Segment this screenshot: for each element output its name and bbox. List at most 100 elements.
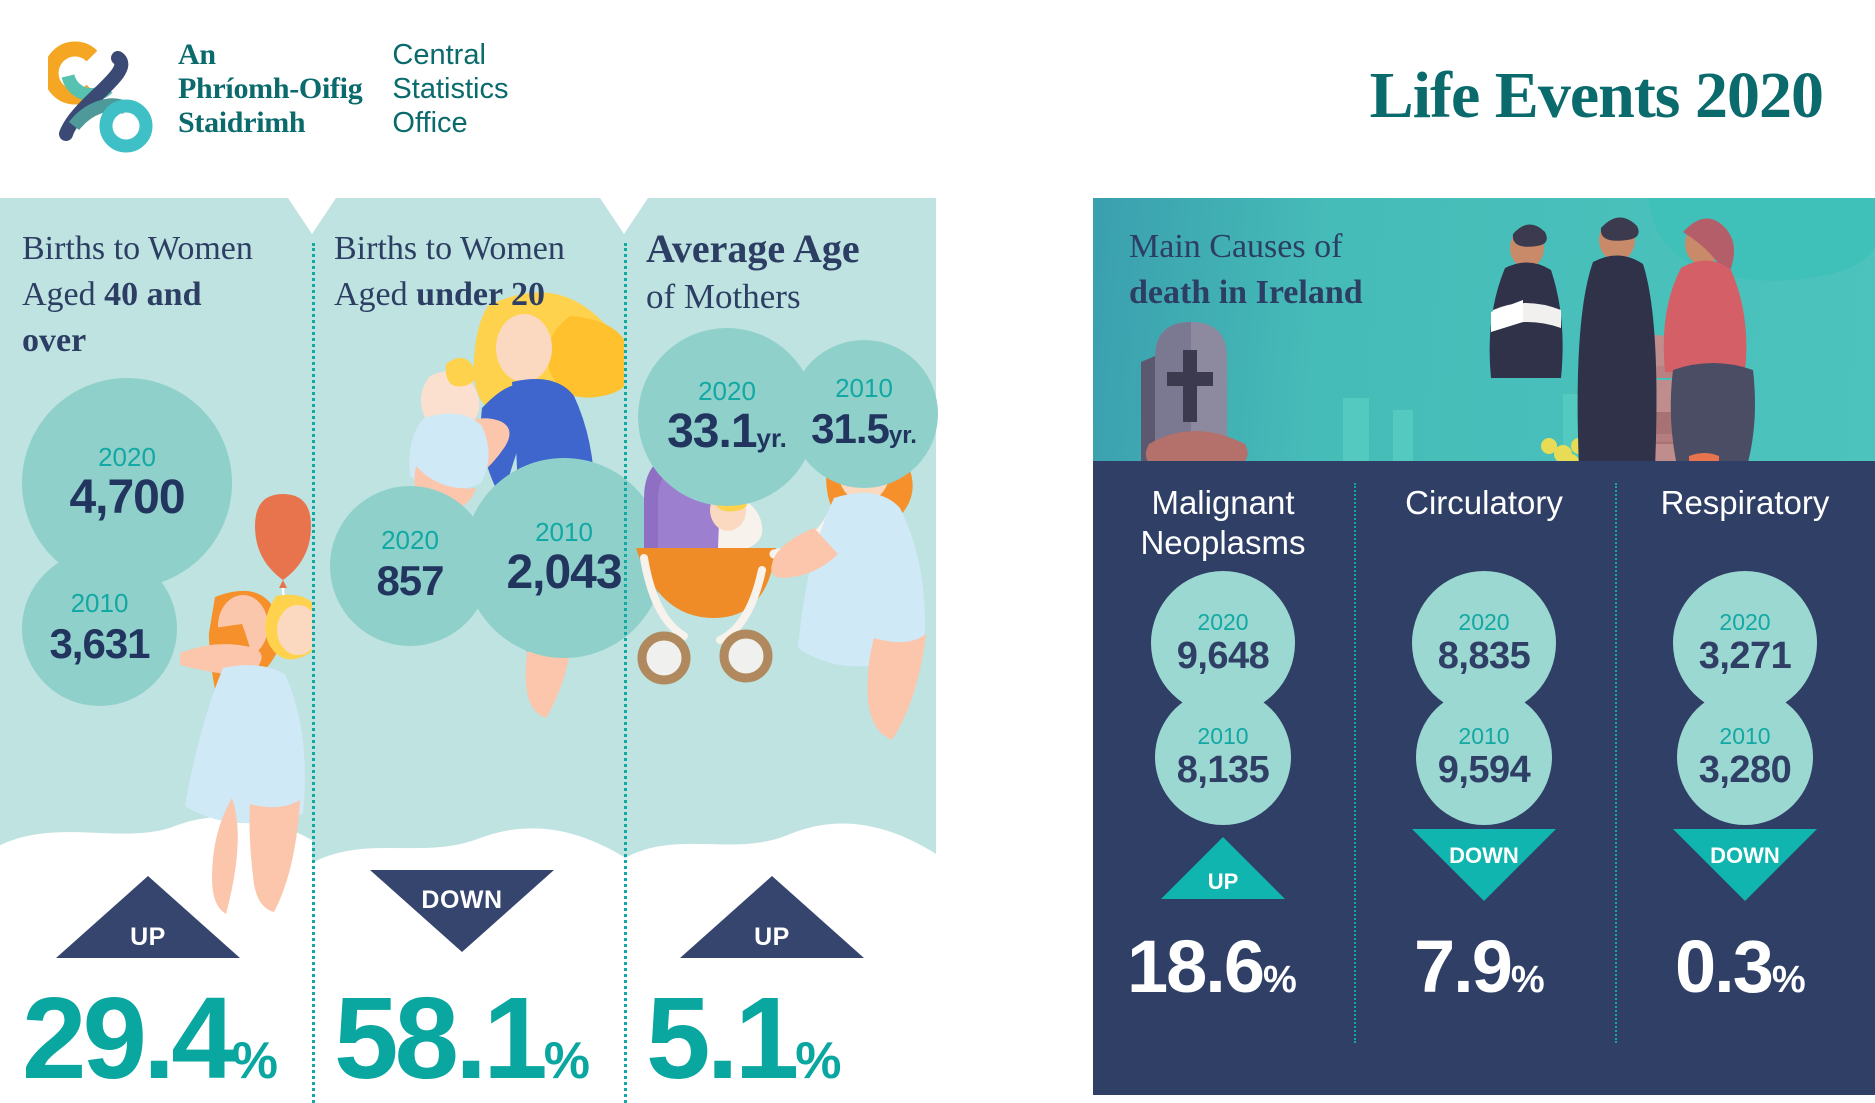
cause-3-value-2020: 3,271	[1698, 635, 1792, 677]
deaths-section: Main Causes of death in Ireland Malignan…	[1093, 198, 1875, 1095]
panel-3-circle-2010: 2010 31.5 yr.	[790, 340, 938, 488]
cause-respiratory: Respiratory 2020 3,271 2010 3,280 DOWN 0…	[1615, 461, 1875, 1095]
panel-3-title: Average Age of Mothers	[646, 226, 928, 320]
cause-2-pct-value: 7.9	[1414, 925, 1513, 1008]
panel-1-circle-2020: 2020 4,700	[22, 378, 232, 588]
cause-3-label: Respiratory	[1615, 483, 1875, 523]
cause-3-year-2020: 2020	[1719, 609, 1771, 635]
cso-logo: An Phríomh-Oifig Staidrimh Central Stati…	[48, 38, 508, 158]
panel-3-percentage: 5.1 %	[646, 973, 842, 1103]
panel-divider-2	[624, 243, 627, 1103]
page-header: An Phríomh-Oifig Staidrimh Central Stati…	[0, 0, 1875, 200]
cause-2-year-2020: 2020	[1458, 609, 1510, 635]
panel-2-circle-2020: 2020 857	[330, 486, 490, 646]
cross-icon	[1167, 350, 1213, 422]
deaths-title-plain: Main Causes of	[1129, 228, 1343, 265]
causes-grid: Malignant Neoplasms 2020 9,648 2010 8,13…	[1093, 461, 1875, 1095]
panel-2-value-2020: 857	[376, 557, 444, 604]
panel-3-title-plain: of Mothers	[646, 277, 801, 316]
panel-3-unit-2010: yr.	[888, 422, 917, 449]
cause-1-circle-2010: 2010 8,135	[1155, 689, 1291, 825]
cause-3-label-line1: Respiratory	[1660, 484, 1830, 521]
cause-2-circle-2010: 2010 9,594	[1416, 689, 1552, 825]
cause-1-percentage: 18.6 %	[1127, 925, 1297, 1008]
cause-1-pct-symbol: %	[1263, 959, 1297, 1001]
cause-2-label: Circulatory	[1354, 483, 1614, 523]
cause-3-percentage: 0.3 %	[1675, 925, 1806, 1008]
panel-1-title-line1: Births to Women	[22, 230, 253, 267]
panel-3-value-2020: 33.1	[667, 405, 757, 458]
cause-3-pct-symbol: %	[1771, 959, 1806, 1001]
panel-2-pct-symbol: %	[543, 1032, 591, 1090]
panel-3-pct-symbol: %	[795, 1032, 842, 1090]
cause-1-label-line2: Neoplasms	[1140, 524, 1306, 561]
cause-2-arrow-label: DOWN	[1449, 843, 1519, 868]
panel-2-year-2010: 2010	[535, 517, 593, 547]
cause-2-pct-symbol: %	[1510, 959, 1545, 1001]
cause-1-arrow-label: UP	[1207, 869, 1239, 894]
deaths-title: Main Causes of death in Ireland	[1129, 224, 1489, 316]
panel-1-pct-value: 29.4	[22, 973, 236, 1103]
logo-irish-line3: Staidrimh	[178, 106, 306, 139]
panel-1-value-2020: 4,700	[69, 471, 185, 524]
cause-divider-2	[1615, 483, 1617, 1043]
cause-2-year-2010: 2010	[1458, 723, 1510, 749]
cause-circulatory: Circulatory 2020 8,835 2010 9,594 DOWN 7…	[1354, 461, 1614, 1095]
panel-1-title: Births to Women Aged 40 and over	[22, 226, 304, 364]
page-title: Life Events 2020	[1369, 59, 1824, 132]
cause-1-value-2010: 8,135	[1176, 749, 1270, 791]
logo-irish-line1: An	[178, 38, 216, 71]
panel-1-percentage: 29.4 %	[22, 973, 278, 1103]
cause-2-value-2010: 9,594	[1437, 749, 1531, 791]
logo-text-irish: An Phríomh-Oifig Staidrimh	[178, 38, 363, 140]
panel-3-arrow-up-icon	[680, 876, 864, 958]
panel-1-title-line2b: 40 and	[104, 276, 202, 313]
cause-3-year-2010: 2010	[1719, 723, 1771, 749]
panel-1-arrow-up-icon	[56, 876, 240, 958]
logo-text-english: Central Statistics Office	[392, 38, 508, 140]
panel-divider-1	[312, 243, 315, 1103]
panel-2-year-2020: 2020	[381, 525, 439, 555]
cause-2-value-2020: 8,835	[1437, 635, 1531, 677]
panel-3-illustration	[636, 431, 926, 740]
panel-1-arrow-label: UP	[130, 923, 166, 951]
mother-child-illustration	[180, 590, 312, 914]
panel-2-title-line1: Births to Women	[334, 230, 565, 267]
panel-3-pct-value: 5.1	[646, 973, 799, 1103]
panel-3-year-2010: 2010	[835, 373, 893, 403]
panel-1-year-2020: 2020	[98, 442, 156, 472]
panel-1-value-2010: 3,631	[49, 619, 150, 667]
cause-2-arrow-down-icon	[1412, 829, 1556, 901]
panel-3-circle-2020: 2020 33.1 yr.	[638, 328, 816, 506]
panel-2-title-line2a: Aged	[334, 276, 417, 313]
cemetery-illustration	[1141, 198, 1875, 461]
panel-1-title-line3: over	[22, 322, 87, 359]
panel-1-circle-2010: 2010 3,631	[22, 551, 177, 706]
cause-3-pct-value: 0.3	[1675, 925, 1774, 1008]
cause-divider-1	[1354, 483, 1356, 1043]
cause-2-label-line1: Circulatory	[1405, 484, 1563, 521]
cause-1-label-line1: Malignant	[1151, 484, 1295, 521]
panel-3-title-bold: Average Age	[646, 226, 860, 271]
deaths-title-bold: death in Ireland	[1129, 274, 1363, 311]
cso-logo-mark	[48, 41, 153, 153]
panel-2-value-2010: 2,043	[506, 546, 622, 599]
panel-1-year-2010: 2010	[70, 587, 129, 618]
panel-average-age-mothers: Average Age of Mothers 2020 33.1 yr. 201…	[624, 198, 938, 1103]
panel-births-40-and-over: Births to Women Aged 40 and over 2020 4,…	[0, 198, 312, 1103]
panel-2-percentage: 58.1 %	[334, 980, 591, 1096]
panel-3-unit-2020: yr.	[756, 423, 787, 453]
cause-3-value-2010: 3,280	[1698, 749, 1792, 791]
cause-1-pct-value: 18.6	[1127, 925, 1265, 1008]
logo-english-line3: Office	[392, 107, 468, 139]
cause-1-arrow-up-icon	[1161, 837, 1285, 899]
panel-2-title-line2b: under 20	[416, 276, 545, 313]
cause-1-value-2020: 9,648	[1176, 635, 1270, 677]
panel-3-value-2010: 31.5	[811, 405, 890, 452]
balloon-icon	[255, 494, 311, 580]
cause-3-arrow-down-icon	[1673, 829, 1817, 901]
panel-2-title: Births to Women Aged under 20	[334, 226, 616, 318]
cause-1-year-2010: 2010	[1197, 723, 1249, 749]
logo-irish-line2: Phríomh-Oifig	[178, 72, 363, 105]
panel-2-circle-2010: 2010 2,043	[464, 458, 664, 658]
